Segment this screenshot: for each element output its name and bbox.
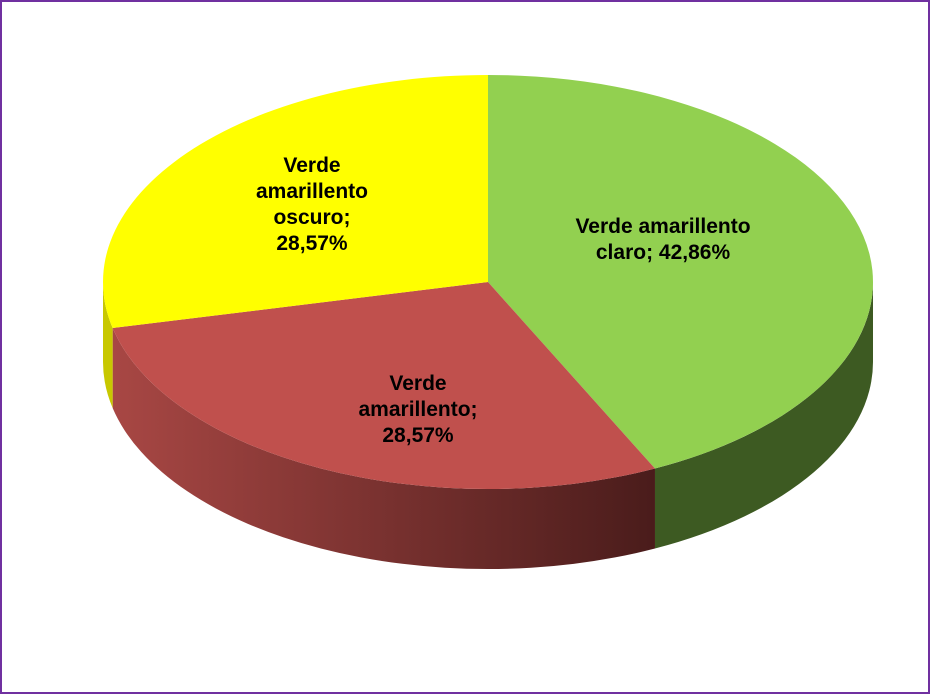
slice-side	[103, 282, 113, 409]
tops	[102, 75, 873, 490]
slice	[488, 75, 873, 469]
sides	[103, 282, 873, 569]
data-label: Verde amarillento; 28,57%	[358, 372, 478, 447]
slice-side	[654, 282, 873, 549]
slice-side	[112, 328, 655, 569]
slice	[112, 282, 655, 490]
data-label: Verde amarillento oscuro; 28,57%	[255, 154, 369, 255]
data-label: Verde amarillento claro; 42,86%	[575, 215, 751, 264]
slice	[102, 75, 489, 329]
